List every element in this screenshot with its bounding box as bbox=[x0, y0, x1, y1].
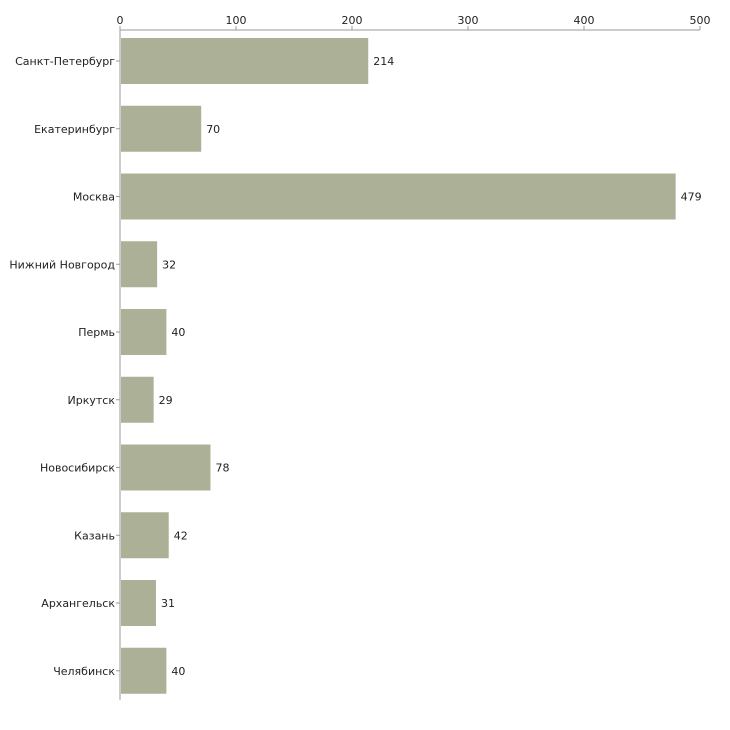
x-tick-label: 500 bbox=[690, 14, 711, 27]
x-tick-label: 0 bbox=[117, 14, 124, 27]
category-label: Нижний Новгород bbox=[9, 258, 115, 271]
bar bbox=[121, 647, 167, 694]
bar-value-label: 78 bbox=[215, 462, 229, 475]
y-axis: Санкт-Петербург Екатеринбург Москва Нижний … bbox=[9, 30, 121, 700]
bar bbox=[121, 512, 169, 559]
category-label: Новосибирск bbox=[40, 462, 115, 475]
x-tick-label: 400 bbox=[574, 14, 595, 27]
bar-value-label: 40 bbox=[171, 326, 185, 339]
bar bbox=[121, 309, 167, 355]
bar bbox=[121, 376, 154, 423]
bar-value-label: 214 bbox=[373, 55, 394, 68]
bar bbox=[121, 38, 369, 84]
bar-value-label: 32 bbox=[162, 258, 176, 271]
x-tick-label: 200 bbox=[342, 14, 363, 27]
bar-value-label: 31 bbox=[161, 597, 175, 610]
bar-value-label: 42 bbox=[174, 529, 188, 542]
bar bbox=[121, 580, 156, 626]
category-label: Москва bbox=[73, 191, 115, 204]
category-label: Иркутск bbox=[68, 394, 116, 407]
x-axis: 0 100 200 300 400 500 bbox=[117, 14, 711, 31]
category-label: Казань bbox=[74, 529, 115, 542]
bar-value-label: 479 bbox=[681, 191, 702, 204]
bar-value-label: 70 bbox=[206, 123, 220, 136]
category-label: Пермь bbox=[78, 326, 115, 339]
x-tick-label: 300 bbox=[458, 14, 479, 27]
bar-value-label: 40 bbox=[171, 665, 185, 678]
bars: 214 70 479 32 40 29 78 42 31 40 bbox=[121, 38, 702, 694]
category-label: Екатеринбург bbox=[34, 123, 115, 136]
bar bbox=[121, 105, 202, 152]
bar-value-label: 29 bbox=[159, 394, 173, 407]
category-label: Архангельск bbox=[41, 597, 115, 610]
category-label: Челябинск bbox=[53, 665, 115, 678]
bar bbox=[121, 241, 158, 288]
bar bbox=[121, 444, 211, 491]
category-label: Санкт-Петербург bbox=[15, 55, 115, 68]
x-tick-label: 100 bbox=[226, 14, 247, 27]
bar bbox=[121, 173, 676, 220]
